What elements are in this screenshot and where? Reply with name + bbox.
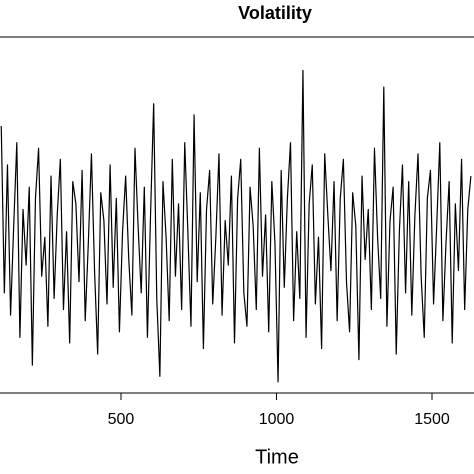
chart-title: Volatility [238, 3, 312, 23]
x-axis-title: Time [255, 446, 299, 468]
x-tick-label: 1000 [259, 411, 295, 428]
series-line [0, 69, 472, 383]
x-tick-label: 1500 [414, 411, 450, 428]
x-tick-label: 500 [108, 411, 135, 428]
